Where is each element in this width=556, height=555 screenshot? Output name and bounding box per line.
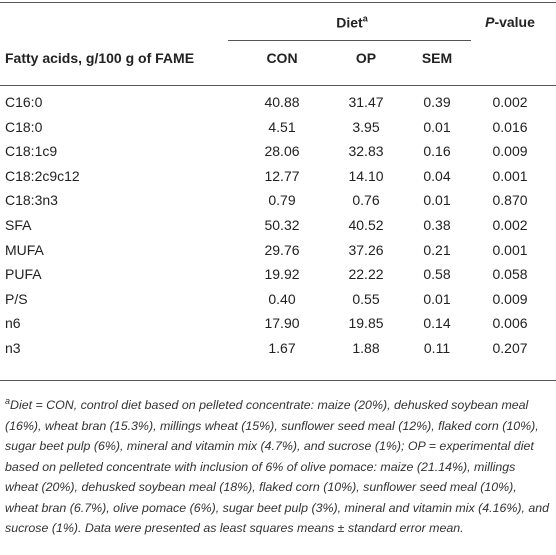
column-header: OP [355, 50, 377, 66]
footnote-text: Diet = CON, control diet based on pellet… [5, 398, 550, 536]
cell-value: 37.26 [348, 241, 384, 258]
row-label-header: Fatty acids, g/100 g of FAME [5, 50, 195, 66]
cell-value: 0.55 [352, 290, 380, 307]
cell-value: 1.67 [268, 340, 296, 356]
cell-value: 28.06 [264, 143, 300, 160]
row-label: C18:3n3 [5, 192, 58, 209]
cell-value: 31.47 [348, 94, 384, 110]
cell-value: 19.92 [264, 266, 300, 283]
row-label: C18:2c9c12 [5, 167, 80, 184]
p-italic: P [485, 14, 495, 30]
cell-value: 0.04 [423, 167, 451, 184]
bottom-rule [0, 380, 556, 381]
cell-value: 0.001 [492, 167, 528, 184]
cell-value: 0.40 [268, 290, 296, 307]
cell-value: 22.22 [348, 266, 384, 283]
cell-value: 0.38 [423, 217, 451, 233]
header-rule [0, 85, 556, 86]
cell-value: 40.52 [348, 217, 384, 233]
row-label: PUFA [5, 266, 42, 283]
top-rule [0, 2, 556, 3]
row-label: MUFA [5, 241, 44, 258]
cell-value: 0.01 [423, 118, 451, 135]
footnote-marker: a [5, 396, 11, 406]
cell-value: 0.870 [492, 192, 528, 209]
diet-label: Diet [336, 14, 363, 31]
cell-value: 1.88 [352, 340, 380, 356]
cell-value: 0.39 [423, 94, 451, 110]
row-label: n6 [5, 315, 21, 332]
column-header: CON [266, 50, 298, 66]
cell-value: 0.58 [423, 266, 451, 283]
diet-note: a [362, 13, 368, 24]
cell-value: 0.01 [423, 192, 451, 209]
cell-value: 0.009 [492, 290, 528, 307]
row-label: P/S [5, 290, 28, 307]
cell-value: 0.001 [492, 241, 528, 258]
cell-value: 32.83 [348, 143, 384, 160]
row-label: C18:0 [5, 118, 43, 135]
cell-value: 50.32 [264, 217, 300, 233]
cell-value: 0.14 [423, 315, 451, 332]
cell-value: 0.058 [492, 266, 528, 283]
column-header: SEM [421, 50, 453, 66]
cell-value: 40.88 [264, 94, 300, 110]
diet-rule [228, 40, 471, 41]
cell-value: 0.002 [492, 94, 528, 110]
row-label: SFA [5, 217, 32, 233]
cell-value: 14.10 [348, 167, 384, 184]
row-label: C18:1c9 [5, 143, 58, 160]
cell-value: 0.009 [492, 143, 528, 160]
cell-value: 0.016 [492, 118, 528, 135]
cell-value: 19.85 [348, 315, 384, 332]
cell-value: 0.002 [492, 217, 528, 233]
cell-value: 0.79 [268, 192, 296, 209]
cell-value: 0.21 [423, 241, 451, 258]
cell-value: 0.11 [423, 340, 451, 356]
cell-value: 0.207 [492, 340, 528, 356]
cell-value: 4.51 [268, 118, 296, 135]
cell-value: 0.006 [492, 315, 528, 332]
cell-value: 12.77 [264, 167, 300, 184]
p-value-header: P-value [485, 14, 535, 30]
row-label: n3 [5, 340, 21, 356]
footnote: aDiet = CON, control diet based on pelle… [5, 391, 551, 539]
cell-value: 0.16 [423, 143, 451, 160]
cell-value: 3.95 [352, 118, 380, 135]
cell-value: 0.76 [352, 192, 380, 209]
p-rest: -value [494, 14, 535, 30]
cell-value: 17.90 [264, 315, 300, 332]
row-label: C16:0 [5, 94, 43, 110]
diet-header: Dieta [336, 14, 367, 31]
cell-value: 0.01 [423, 290, 451, 307]
cell-value: 29.76 [264, 241, 300, 258]
